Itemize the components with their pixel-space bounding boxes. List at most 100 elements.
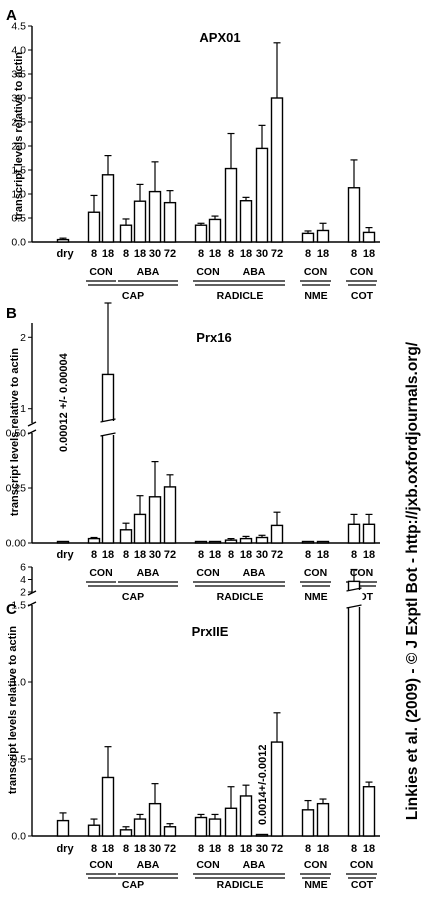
- group-label: CON: [89, 859, 112, 871]
- panel-C: C PrxIIE transcript levels relative to act…: [6, 562, 380, 891]
- panel-letter: A: [6, 7, 17, 24]
- bar-B-11: [255, 536, 269, 544]
- tissue-label: NME: [304, 591, 327, 603]
- x-tick-label: 8: [123, 843, 129, 855]
- y-tick-label: 4: [20, 574, 26, 586]
- tissue-label: RADICLE: [217, 591, 264, 603]
- x-tick-label: 8: [351, 248, 357, 260]
- bar-B-13: [301, 540, 315, 544]
- y-tick-label: 0.00: [6, 538, 27, 550]
- x-tick-label: 18: [209, 549, 221, 561]
- bar-B-5: [148, 496, 162, 544]
- value-annotation: 0.0014+/-0.0012: [257, 745, 269, 825]
- panel-letter: B: [6, 305, 17, 322]
- y-tick-label: 4.5: [11, 21, 26, 33]
- bar-A-14: [316, 229, 330, 243]
- bar-C-8: [208, 818, 222, 837]
- y-tick-label: 1: [20, 403, 26, 415]
- tissue-label: CAP: [122, 879, 144, 891]
- group-label: CON: [304, 567, 327, 579]
- bar-C-7: [194, 816, 208, 837]
- y-tick-label: 1.0: [11, 677, 26, 689]
- bar-C-16: [362, 786, 376, 837]
- bar-B-15: [347, 523, 361, 544]
- x-tick-label: dry: [56, 248, 74, 260]
- x-tick-label: 18: [209, 843, 221, 855]
- y-tick-label: 4.0: [11, 45, 26, 57]
- tissue-label: RADICLE: [217, 879, 264, 891]
- bar-A-16: [362, 231, 376, 243]
- y-tick-label: 1.0: [11, 189, 26, 201]
- chart-title: APX01: [199, 30, 240, 45]
- y-tick-label: 2.5: [11, 117, 26, 129]
- x-tick-label: 30: [256, 248, 268, 260]
- x-tick-label: 18: [363, 248, 375, 260]
- bar-C-3: [119, 829, 133, 837]
- chart-title: Prx16: [196, 330, 231, 345]
- bar-A-9: [224, 167, 238, 243]
- x-tick-label: 18: [134, 843, 146, 855]
- x-tick-label: 18: [134, 549, 146, 561]
- bar-C-9: [224, 807, 238, 837]
- y-tick-label: 0.5: [11, 213, 26, 225]
- x-tick-label: 72: [164, 248, 176, 260]
- x-tick-label: dry: [56, 549, 74, 561]
- group-label: CON: [304, 859, 327, 871]
- x-tick-label: 8: [91, 248, 97, 260]
- bar-A-5: [148, 190, 162, 243]
- bar-C-0: [56, 819, 70, 837]
- bar-A-4: [133, 200, 147, 243]
- y-tick-label: 6: [20, 562, 26, 574]
- bar-A-8: [208, 218, 222, 243]
- x-tick-label: 8: [351, 549, 357, 561]
- bar-C-6: [163, 826, 177, 837]
- bar-C-1: [87, 824, 101, 837]
- bar-B-8: [208, 540, 222, 544]
- group-label: CON: [196, 567, 219, 579]
- x-tick-label: 8: [228, 549, 234, 561]
- bar-C-2: [101, 776, 115, 837]
- y-tick-label: 0.0: [11, 237, 26, 249]
- bar-C-14: [316, 802, 330, 837]
- x-tick-label: 8: [351, 843, 357, 855]
- panel-letter: C: [6, 601, 17, 618]
- bar-break-gap: [99, 421, 117, 435]
- bar-B-12: [270, 524, 284, 544]
- x-tick-label: 8: [123, 248, 129, 260]
- tissue-label: COT: [351, 290, 374, 302]
- y-tick-label: 2: [20, 587, 26, 599]
- tissue-label: NME: [304, 290, 327, 302]
- x-tick-label: 72: [164, 549, 176, 561]
- x-tick-label: 30: [149, 549, 161, 561]
- x-tick-label: 18: [317, 248, 329, 260]
- x-tick-label: 18: [240, 843, 252, 855]
- x-tick-label: 18: [363, 549, 375, 561]
- x-tick-label: 8: [228, 248, 234, 260]
- x-tick-label: 18: [317, 843, 329, 855]
- bar-C-10: [239, 795, 253, 837]
- x-tick-label: 8: [198, 843, 204, 855]
- x-tick-label: 8: [91, 549, 97, 561]
- x-tick-label: 18: [134, 248, 146, 260]
- bar-A-0: [56, 238, 70, 243]
- group-label: ABA: [137, 266, 160, 278]
- bar-B-7: [194, 540, 208, 544]
- x-tick-label: 8: [91, 843, 97, 855]
- x-tick-label: 18: [363, 843, 375, 855]
- x-tick-label: 72: [271, 549, 283, 561]
- y-tick-label: 2: [20, 332, 26, 344]
- bar-A-11: [255, 147, 269, 243]
- bar-A-15: [347, 187, 361, 243]
- bar-B-2: [101, 373, 115, 544]
- x-tick-label: 8: [305, 248, 311, 260]
- group-label: CON: [196, 859, 219, 871]
- bar-A-7: [194, 224, 208, 243]
- value-annotation: 0.00012 +/- 0.00004: [58, 352, 70, 452]
- x-tick-label: 30: [149, 843, 161, 855]
- y-tick-label: 1.5: [11, 165, 26, 177]
- group-label: CON: [350, 567, 373, 579]
- x-tick-label: 8: [123, 549, 129, 561]
- bar-B-10: [239, 537, 253, 544]
- bar-A-3: [119, 224, 133, 243]
